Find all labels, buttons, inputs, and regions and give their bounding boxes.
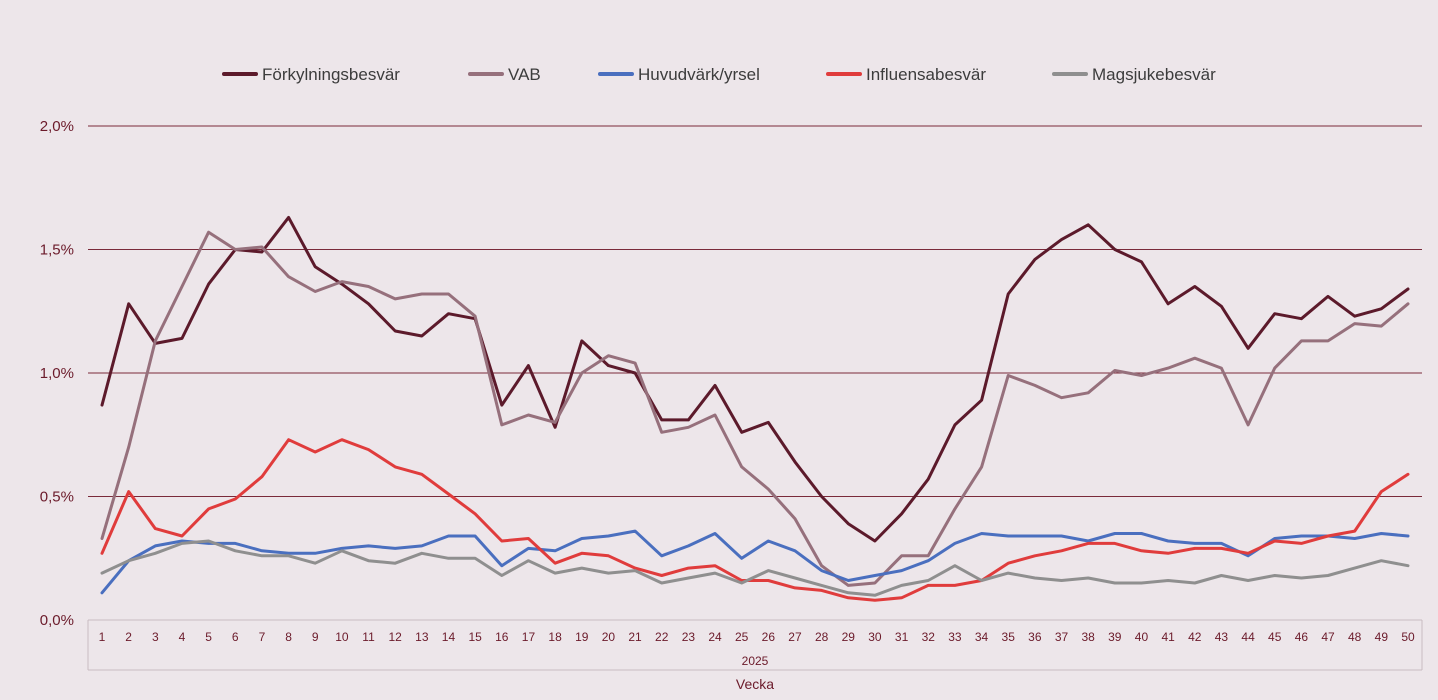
x-tick-label: 41 xyxy=(1161,630,1175,644)
x-tick-label: 4 xyxy=(179,630,186,644)
x-tick-label: 33 xyxy=(948,630,962,644)
y-tick-label: 0,0% xyxy=(40,612,74,629)
x-tick-label: 39 xyxy=(1108,630,1122,644)
x-tick-label: 13 xyxy=(415,630,429,644)
legend-label: Huvudvärk/yrsel xyxy=(638,65,760,84)
y-axis-ticks: 0,0% 0,5% 1,0% 1,5% 2,0% xyxy=(40,118,74,629)
legend: Förkylningsbesvär VAB Huvudvärk/yrsel Influ… xyxy=(222,65,1216,84)
x-tick-label: 46 xyxy=(1295,630,1309,644)
x-axis-ticks: 1 2 3 4 5 6 7 8 9 10 11 12 13 14 15 16 17 18 19 20 21 22 23 24 2… xyxy=(99,630,1415,644)
series-lines xyxy=(100,215,1410,602)
x-tick-label: 23 xyxy=(682,630,696,644)
series-line-5 xyxy=(100,539,1410,597)
x-tick-label: 8 xyxy=(285,630,292,644)
x-tick-label: 10 xyxy=(335,630,349,644)
series-line-4 xyxy=(100,438,1410,602)
x-tick-label: 12 xyxy=(389,630,403,644)
x-tick-label: 11 xyxy=(362,630,375,644)
x-tick-label: 22 xyxy=(655,630,669,644)
x-tick-label: 48 xyxy=(1348,630,1362,644)
y-tick-label: 1,5% xyxy=(40,242,74,259)
x-tick-label: 30 xyxy=(868,630,882,644)
x-tick-label: 18 xyxy=(548,630,562,644)
y-tick-label: 2,0% xyxy=(40,118,74,135)
legend-label: Förkylningsbesvär xyxy=(262,65,400,84)
legend-label: Influensabesvär xyxy=(866,65,986,84)
x-tick-label: 14 xyxy=(442,630,456,644)
x-tick-label: 44 xyxy=(1241,630,1255,644)
x-tick-label: 27 xyxy=(788,630,802,644)
x-tick-label: 43 xyxy=(1215,630,1229,644)
legend-label: Magsjukebesvär xyxy=(1092,65,1216,84)
legend-label: VAB xyxy=(508,65,541,84)
x-tick-label: 3 xyxy=(152,630,159,644)
x-tick-label: 37 xyxy=(1055,630,1069,644)
x-tick-label: 19 xyxy=(575,630,589,644)
x-tick-label: 6 xyxy=(232,630,239,644)
y-tick-label: 0,5% xyxy=(40,489,74,506)
x-tick-label: 26 xyxy=(762,630,776,644)
x-axis xyxy=(87,619,1423,671)
x-tick-label: 32 xyxy=(922,630,936,644)
x-tick-label: 21 xyxy=(628,630,642,644)
y-tick-label: 1,0% xyxy=(40,365,74,382)
x-tick-label: 45 xyxy=(1268,630,1282,644)
x-tick-label: 40 xyxy=(1135,630,1149,644)
gridlines xyxy=(88,125,1422,497)
x-tick-label: 7 xyxy=(259,630,266,644)
series-line-2 xyxy=(100,230,1410,587)
x-tick-label: 28 xyxy=(815,630,829,644)
x-tick-label: 25 xyxy=(735,630,749,644)
x-tick-label: 34 xyxy=(975,630,989,644)
x-axis-group-label: 2025 xyxy=(742,654,769,668)
x-tick-label: 5 xyxy=(205,630,212,644)
x-tick-label: 38 xyxy=(1081,630,1095,644)
x-tick-label: 49 xyxy=(1375,630,1389,644)
x-tick-label: 20 xyxy=(602,630,616,644)
x-tick-label: 9 xyxy=(312,630,319,644)
x-tick-label: 17 xyxy=(522,630,536,644)
x-tick-label: 42 xyxy=(1188,630,1202,644)
series-line-3 xyxy=(100,529,1410,595)
x-tick-label: 24 xyxy=(708,630,722,644)
x-axis-title: Vecka xyxy=(736,676,774,692)
x-tick-label: 15 xyxy=(468,630,482,644)
x-tick-label: 1 xyxy=(99,630,106,644)
x-tick-label: 2 xyxy=(125,630,132,644)
x-tick-label: 47 xyxy=(1321,630,1335,644)
x-tick-label: 50 xyxy=(1401,630,1415,644)
x-tick-label: 16 xyxy=(495,630,509,644)
x-tick-label: 35 xyxy=(1002,630,1016,644)
x-tick-label: 36 xyxy=(1028,630,1042,644)
x-tick-label: 31 xyxy=(895,630,909,644)
x-tick-label: 29 xyxy=(842,630,856,644)
series-line-1 xyxy=(100,215,1410,543)
